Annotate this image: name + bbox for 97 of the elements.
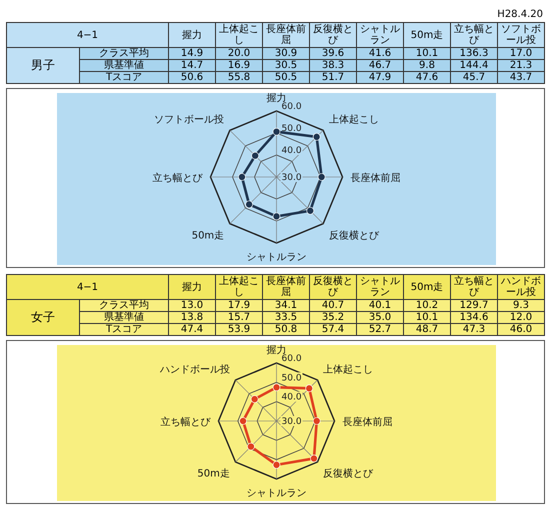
x-tick-label: 上体起こし <box>216 274 262 300</box>
data-label: 9.3 <box>498 300 544 312</box>
data-label: 50.5 <box>262 72 310 84</box>
y-tick-label: 60.0 <box>282 354 302 364</box>
spoke-label: 50m走 <box>197 468 230 480</box>
data-label: 10.2 <box>404 300 450 312</box>
data-label: 30.5 <box>262 60 310 72</box>
y-tick-label: 30.0 <box>282 417 302 427</box>
y-axis-title: 女子 <box>6 300 80 336</box>
x-tick-label: 50m走 <box>404 22 450 48</box>
data-label: 50.8 <box>262 324 310 336</box>
data-label: 14.9 <box>168 48 216 60</box>
spoke-label: 上体起こし <box>328 114 379 126</box>
data-label: 38.3 <box>310 60 356 72</box>
data-label: 47.6 <box>404 72 450 84</box>
x-tick-label: 反復横とび <box>310 22 356 48</box>
data-label: 17.9 <box>216 300 262 312</box>
data-label: 57.4 <box>310 324 356 336</box>
spoke-label: 立ち幅とび <box>152 172 204 184</box>
data-label: 55.8 <box>216 72 262 84</box>
data-label: 45.7 <box>450 72 498 84</box>
text: 4−1 <box>6 22 168 48</box>
y-tick-label: Tスコア <box>80 72 168 84</box>
data-label: 30.9 <box>262 48 310 60</box>
x-tick-label: 握力 <box>168 22 216 48</box>
data-label: 129.7 <box>450 300 498 312</box>
data-label: 47.3 <box>450 324 498 336</box>
spoke-label: ソフトボール投 <box>154 114 224 126</box>
y-tick-label: 30.0 <box>282 173 302 183</box>
y-axis-title: 男子 <box>6 48 80 84</box>
data-label: 47.4 <box>168 324 216 336</box>
data-label: 136.3 <box>450 48 498 60</box>
data-label: 40.1 <box>356 300 404 312</box>
text: 4−1 <box>6 274 168 300</box>
data-label: 14.7 <box>168 60 216 72</box>
y-tick-label: 60.0 <box>282 102 302 112</box>
x-tick-label: ソフトボール投 <box>498 22 544 48</box>
y-tick-label: Tスコア <box>80 324 168 336</box>
spoke-label: 反復横とび <box>323 468 374 480</box>
data-label: 144.4 <box>450 60 498 72</box>
spoke-label: シャトルラン <box>246 488 306 499</box>
data-label: 16.9 <box>216 60 262 72</box>
spoke-label: 上体起こし <box>323 363 374 376</box>
y-tick-label: 50.0 <box>282 373 302 384</box>
data-label: 35.2 <box>310 312 356 324</box>
spoke-label: 長座体前屈 <box>350 172 400 184</box>
data-label: 52.7 <box>356 324 404 336</box>
data-label: 20.0 <box>216 48 262 60</box>
x-tick-label: 上体起こし <box>216 22 262 48</box>
data-label: 10.1 <box>404 48 450 60</box>
data-label: 46.0 <box>498 324 544 336</box>
data-label: 34.1 <box>262 300 310 312</box>
data-label: 17.0 <box>498 48 544 60</box>
y-tick-label: クラス平均 <box>80 48 168 60</box>
data-label: 9.8 <box>404 60 450 72</box>
spoke-label: シャトルラン <box>246 252 306 263</box>
data-label: 43.7 <box>498 72 544 84</box>
y-tick-label: クラス平均 <box>80 300 168 312</box>
x-tick-label: 立ち幅とび <box>450 22 498 48</box>
data-label: 39.6 <box>310 48 356 60</box>
y-tick-label: 40.0 <box>282 392 302 403</box>
x-tick-label: 反復横とび <box>310 274 356 300</box>
data-label: 41.6 <box>356 48 404 60</box>
x-tick-label: 長座体前屈 <box>262 274 310 300</box>
data-label: 13.0 <box>168 300 216 312</box>
data-label: 40.7 <box>310 300 356 312</box>
y-tick-label: 50.0 <box>282 124 302 134</box>
spoke-label: 立ち幅とび <box>160 416 212 428</box>
spoke-label: 反復横とび <box>328 229 380 242</box>
text: H28.4.20 <box>497 9 543 20</box>
y-tick-label: 県基準値 <box>80 60 168 72</box>
data-label: 21.3 <box>498 60 544 72</box>
data-label: 35.0 <box>356 312 404 324</box>
x-tick-label: 50m走 <box>404 274 450 300</box>
spoke-label: ハンドボール投 <box>158 363 230 376</box>
x-tick-label: 長座体前屈 <box>262 22 310 48</box>
y-tick-label: 県基準値 <box>80 312 168 324</box>
data-label: 33.5 <box>262 312 310 324</box>
data-label: 50.6 <box>168 72 216 84</box>
x-tick-label: シャトルラン <box>356 22 404 48</box>
y-tick-label: 40.0 <box>282 146 302 156</box>
data-label: 10.1 <box>404 312 450 324</box>
x-tick-label: 握力 <box>168 274 216 300</box>
spoke-label: 50m走 <box>192 229 224 242</box>
data-label: 47.9 <box>356 72 404 84</box>
data-label: 48.7 <box>404 324 450 336</box>
x-tick-label: ハンドボール投 <box>498 274 544 300</box>
data-label: 12.0 <box>498 312 544 324</box>
data-label: 46.7 <box>356 60 404 72</box>
data-label: 51.7 <box>310 72 356 84</box>
data-label: 13.8 <box>168 312 216 324</box>
data-label: 15.7 <box>216 312 262 324</box>
x-tick-label: 立ち幅とび <box>450 274 498 300</box>
spoke-label: 長座体前屈 <box>342 416 392 428</box>
data-label: 53.9 <box>216 324 262 336</box>
x-tick-label: シャトルラン <box>356 274 404 300</box>
data-label: 134.6 <box>450 312 498 324</box>
